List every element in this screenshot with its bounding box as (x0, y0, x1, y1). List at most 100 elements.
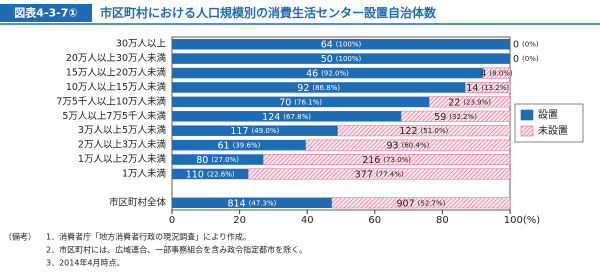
y-tick-label: 1万人以上2万人未満 (78, 153, 167, 165)
value-label: 122 (51.0%) (399, 126, 448, 137)
bar-segment (172, 111, 402, 122)
bar-segment (400, 110, 511, 122)
count-label: 64 (321, 39, 333, 50)
x-tick-label: 100(%) (504, 215, 540, 226)
value-label: 59 (32.2%) (434, 111, 477, 122)
percent-label: (86.8%) (312, 84, 340, 92)
count-label: 4 (480, 68, 486, 79)
value-label: 110 (22.6%) (186, 169, 235, 180)
x-tick-label: 20 (233, 215, 246, 226)
percent-label: (8.0%) (489, 70, 513, 78)
bar-segment (248, 168, 511, 180)
percent-label: (67.8%) (283, 113, 311, 121)
bar-segment (172, 125, 338, 136)
bar-segment (172, 168, 249, 180)
value-label: 14 (13.2%) (466, 82, 509, 93)
count-label: 0 (513, 39, 519, 50)
percent-label: (77.4%) (376, 170, 404, 178)
y-tick-label: 市区町村全体 (109, 196, 167, 208)
note: 3．2014年4月時点。 (46, 258, 125, 268)
bar-segment (263, 154, 511, 166)
count-label: 59 (434, 111, 446, 122)
bar-segment (172, 67, 483, 79)
bar-segment (331, 197, 511, 209)
bar-segment (305, 139, 511, 151)
count-label: 110 (186, 169, 204, 180)
bar-segment (465, 81, 511, 93)
value-label: 0 (0%) (513, 39, 539, 50)
percent-label: (52.7%) (418, 199, 446, 207)
x-tick-label: 40 (301, 215, 314, 226)
bar-segment (428, 96, 511, 108)
bar-segment (172, 154, 264, 165)
y-tick-label: 1万人未満 (122, 167, 167, 179)
value-label: 216 (73.0%) (362, 155, 411, 166)
bar-segment (172, 38, 510, 50)
count-label: 0 (513, 54, 519, 65)
bar-segment (172, 53, 510, 64)
y-tick-label: 5万人以上7万5千人未満 (62, 110, 166, 122)
bar-segment (172, 139, 306, 151)
y-tick-label: 15万人以上20万人未満 (66, 67, 167, 79)
value-label: 61 (39.6%) (218, 140, 261, 151)
bar-segment (172, 197, 332, 209)
bar-segment (172, 96, 430, 108)
count-label: 124 (262, 111, 280, 122)
badge-bg (0, 4, 92, 22)
value-label: 377 (77.4%) (355, 169, 404, 180)
y-tick-label: 7万5千人以上10万人未満 (56, 95, 166, 107)
percent-label: (23.9%) (463, 98, 491, 106)
x-tick-label: 0 (169, 215, 175, 226)
percent-label: (39.6%) (233, 142, 261, 150)
count-label: 50 (321, 54, 333, 65)
legend-swatch (520, 125, 534, 137)
note: 1．消費者庁「地方消費者行政の現況調査」により作成。 (46, 232, 251, 242)
count-label: 61 (218, 140, 230, 151)
count-label: 92 (297, 82, 309, 93)
count-label: 93 (387, 140, 399, 151)
value-label: 92 (86.8%) (297, 82, 340, 93)
percent-label: (0%) (522, 55, 539, 63)
value-label: 124 (67.8%) (262, 111, 311, 122)
value-label: 64 (100%) (321, 39, 362, 50)
percent-label: (27.0%) (211, 156, 239, 164)
chart-title: 市区町村における人口規模別の消費生活センター設置自治体数 (100, 5, 437, 20)
count-label: 46 (306, 68, 318, 79)
percent-label: (47.3%) (249, 199, 277, 207)
value-label: 80 (27.0%) (196, 155, 239, 166)
percent-label: (22.6%) (207, 170, 235, 178)
count-label: 80 (196, 155, 208, 166)
count-label: 122 (399, 126, 417, 137)
y-tick-label: 2万人以上3万人未満 (78, 139, 167, 151)
note: 2．市区町村には、広域連合、一部事務組合を含み政令指定都市を除く。 (46, 245, 307, 255)
percent-label: (92.0%) (321, 70, 349, 78)
legend-swatch (520, 109, 534, 121)
plot-frame (171, 36, 511, 211)
percent-label: (100%) (336, 41, 362, 49)
y-tick-label: 3万人以上5万人未満 (78, 124, 167, 136)
value-label: 50 (100%) (321, 54, 362, 65)
legend-label: 設置 (538, 109, 558, 121)
percent-label: (76.1%) (294, 98, 322, 106)
value-label: 117 (49.0%) (230, 126, 279, 137)
percent-label: (13.2%) (481, 84, 509, 92)
percent-label: (100%) (336, 55, 362, 63)
value-label: 22 (23.9%) (448, 97, 491, 108)
count-label: 814 (228, 198, 246, 209)
percent-label: (73.0%) (383, 156, 411, 164)
x-tick-label: 80 (436, 215, 449, 226)
y-tick-label: 10万人以上15万人未満 (66, 81, 167, 93)
count-label: 22 (448, 97, 460, 108)
bar-segment (337, 125, 511, 137)
y-tick-label: 20万人以上30万人未満 (66, 52, 167, 64)
value-label: 0 (0%) (513, 54, 539, 65)
bar-segment (172, 82, 466, 93)
value-label: 46 (92.0%) (306, 68, 349, 79)
value-label: 70 (76.1%) (279, 97, 322, 108)
bar-segment (482, 67, 511, 79)
y-tick-label: 30万人以上 (116, 39, 167, 50)
legend-label: 未設置 (538, 125, 568, 137)
count-label: 907 (397, 198, 415, 209)
